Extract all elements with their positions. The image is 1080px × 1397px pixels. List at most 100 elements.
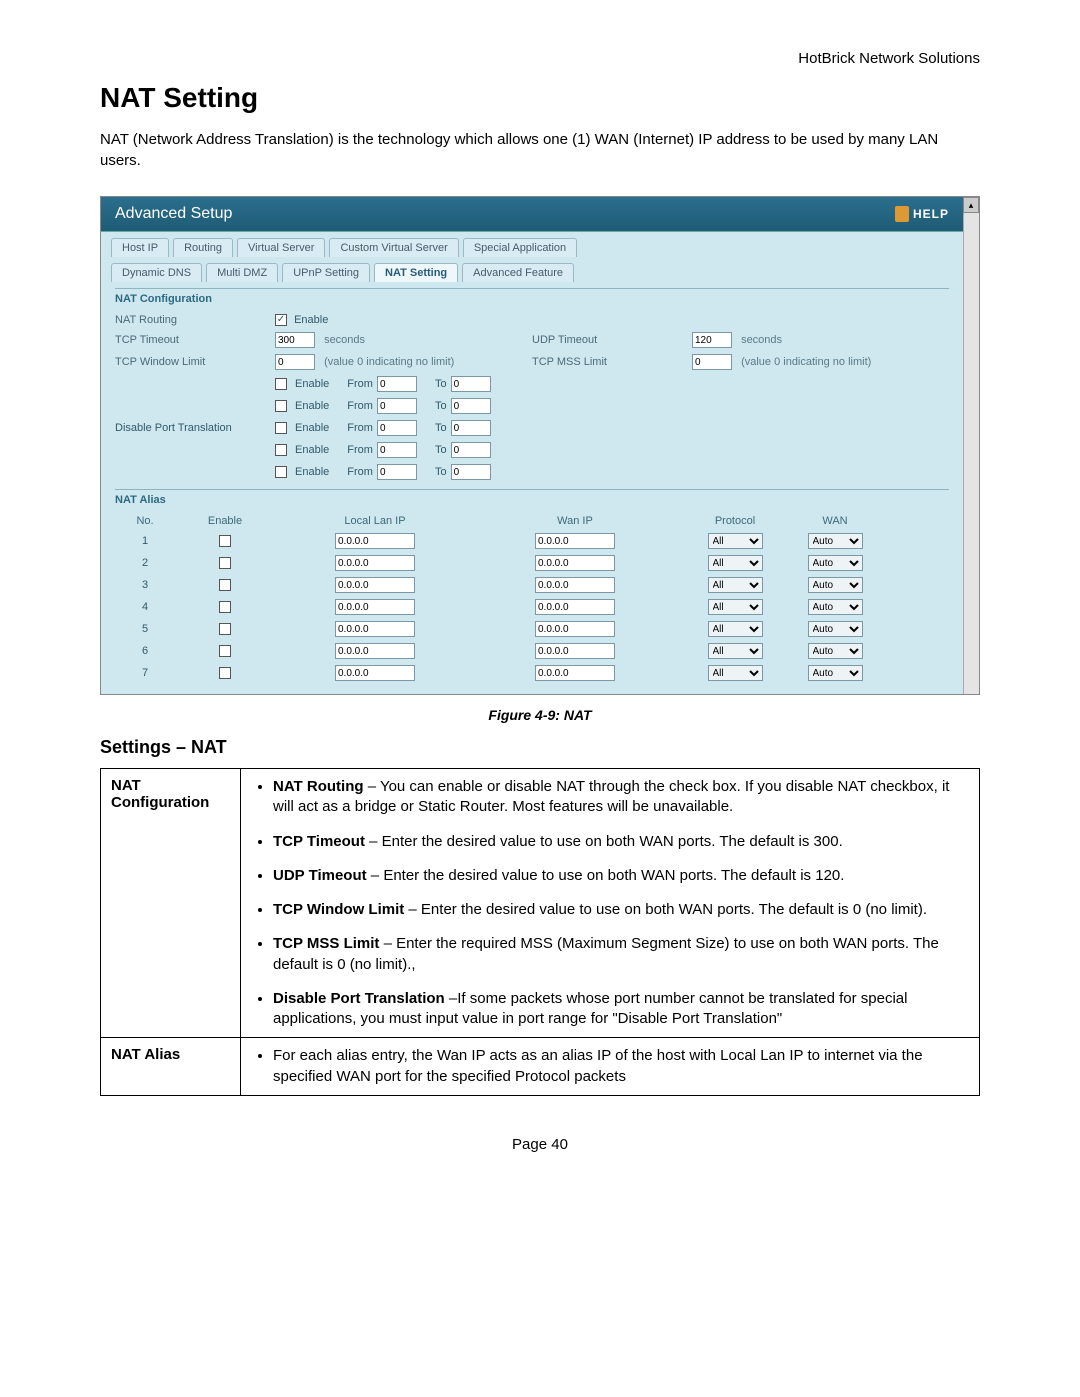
alias-enable-checkbox[interactable] [219,601,231,613]
alias-enable-checkbox[interactable] [219,535,231,547]
alias-no: 4 [115,601,175,613]
nat-routing-checkbox-label: Enable [294,314,328,326]
tab-nat-setting[interactable]: NAT Setting [374,263,458,282]
alias-lan-input[interactable] [335,643,415,659]
seconds-label: seconds [324,334,365,346]
dpt-from-label: From [347,466,373,478]
alias-lan-input[interactable] [335,621,415,637]
tab-upnp-setting[interactable]: UPnP Setting [282,263,370,282]
settings-val-config: NAT Routing – You can enable or disable … [241,769,980,1038]
alias-wan-select[interactable]: Auto [808,643,863,659]
tcp-window-input[interactable] [275,354,315,370]
alias-wan-input[interactable] [535,621,615,637]
dpt-enable-checkbox[interactable] [275,444,287,456]
alias-no: 5 [115,623,175,635]
tab-custom-virtual-server[interactable]: Custom Virtual Server [329,238,458,257]
alias-protocol-select[interactable]: All [708,665,763,681]
alias-lan-input[interactable] [335,533,415,549]
alias-row: 1AllAuto [115,530,949,552]
dpt-enable-checkbox[interactable] [275,466,287,478]
help-button[interactable]: HELP [895,206,949,222]
seconds-label-2: seconds [741,334,782,346]
settings-bullet: Disable Port Translation –If some packet… [273,989,969,1030]
tab-dynamic-dns[interactable]: Dynamic DNS [111,263,202,282]
scrollbar-track[interactable]: ▴ [963,197,979,694]
alias-enable-checkbox[interactable] [219,645,231,657]
tab-routing[interactable]: Routing [173,238,233,257]
alias-wan-input[interactable] [535,577,615,593]
dpt-enable-label: Enable [295,378,329,390]
settings-bullet: TCP Window Limit – Enter the desired val… [273,900,969,920]
tabs-row-2: Dynamic DNSMulti DMZUPnP SettingNAT Sett… [101,257,963,282]
alias-row: 7AllAuto [115,662,949,684]
tab-multi-dmz[interactable]: Multi DMZ [206,263,278,282]
nat-routing-label: NAT Routing [115,314,275,326]
alias-protocol-select[interactable]: All [708,599,763,615]
alias-enable-checkbox[interactable] [219,623,231,635]
alias-wan-select[interactable]: Auto [808,533,863,549]
alias-wan-select[interactable]: Auto [808,577,863,593]
tab-virtual-server[interactable]: Virtual Server [237,238,325,257]
settings-val-alias: For each alias entry, the Wan IP acts as… [241,1038,980,1096]
dpt-to-input[interactable] [451,420,491,436]
alias-enable-checkbox[interactable] [219,557,231,569]
alias-protocol-select[interactable]: All [708,643,763,659]
alias-wan-input[interactable] [535,665,615,681]
alias-enable-checkbox[interactable] [219,579,231,591]
alias-wan-input[interactable] [535,555,615,571]
alias-wan-select[interactable]: Auto [808,621,863,637]
alias-wan-input[interactable] [535,599,615,615]
dpt-to-input[interactable] [451,376,491,392]
dpt-enable-checkbox[interactable] [275,422,287,434]
alias-protocol-select[interactable]: All [708,577,763,593]
alias-wan-input[interactable] [535,533,615,549]
nat-routing-checkbox[interactable] [275,314,287,326]
dpt-to-input[interactable] [451,398,491,414]
alias-lan-input[interactable] [335,555,415,571]
dpt-enable-checkbox[interactable] [275,378,287,390]
dpt-from-input[interactable] [377,398,417,414]
udp-timeout-input[interactable] [692,332,732,348]
alias-lan-input[interactable] [335,599,415,615]
tab-advanced-feature[interactable]: Advanced Feature [462,263,574,282]
dpt-from-input[interactable] [377,464,417,480]
help-label: HELP [913,207,949,221]
tcp-mss-input[interactable] [692,354,732,370]
dpt-from-input[interactable] [377,420,417,436]
alias-row: 3AllAuto [115,574,949,596]
group-title-alias: NAT Alias [115,494,949,506]
nat-configuration-group: NAT Configuration NAT Routing Enable TCP… [115,288,949,483]
scroll-up-button[interactable]: ▴ [963,197,979,213]
alias-protocol-select[interactable]: All [708,555,763,571]
alias-wan-select[interactable]: Auto [808,555,863,571]
tcp-timeout-input[interactable] [275,332,315,348]
alias-row: 2AllAuto [115,552,949,574]
dpt-from-input[interactable] [377,442,417,458]
settings-bullet: UDP Timeout – Enter the desired value to… [273,866,969,886]
alias-enable-checkbox[interactable] [219,667,231,679]
alias-col-wan: Wan IP [475,515,675,527]
page-footer: Page 40 [100,1136,980,1153]
dpt-to-input[interactable] [451,464,491,480]
alias-col-wanport: WAN [795,515,875,527]
alias-lan-input[interactable] [335,665,415,681]
dpt-to-label: To [435,400,447,412]
dpt-enable-checkbox[interactable] [275,400,287,412]
dpt-from-input[interactable] [377,376,417,392]
alias-protocol-select[interactable]: All [708,533,763,549]
tab-host-ip[interactable]: Host IP [111,238,169,257]
alias-col-proto: Protocol [675,515,795,527]
alias-wan-select[interactable]: Auto [808,665,863,681]
dpt-from-label: From [347,444,373,456]
alias-row: 5 All Auto [115,618,949,640]
dpt-to-input[interactable] [451,442,491,458]
dpt-enable-label: Enable [295,466,329,478]
alias-wan-input[interactable] [535,643,615,659]
alias-protocol-select[interactable]: All [708,621,763,637]
tabs-row-1: Host IPRoutingVirtual ServerCustom Virtu… [101,232,963,257]
alias-wan-select[interactable]: Auto [808,599,863,615]
dpt-row: EnableFromTo [275,439,949,461]
settings-key-config: NAT Configuration [101,769,241,1038]
alias-lan-input[interactable] [335,577,415,593]
tab-special-application[interactable]: Special Application [463,238,577,257]
